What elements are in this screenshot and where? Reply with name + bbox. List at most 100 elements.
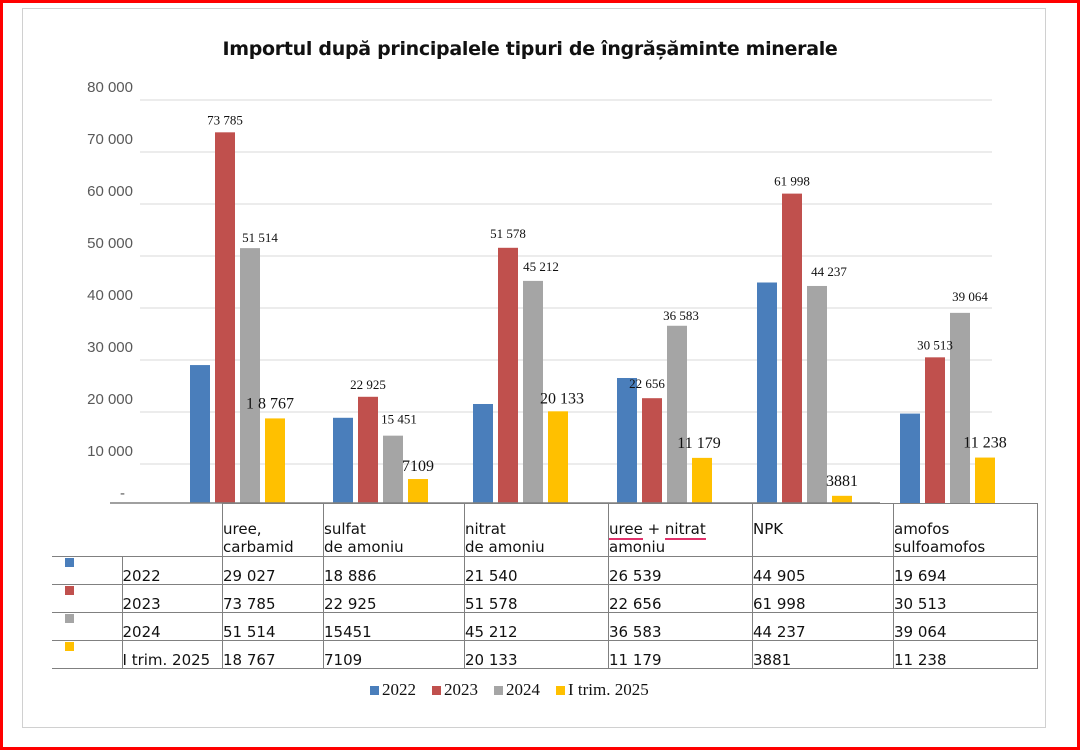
data-table: uree, carbamid sulfat de amoniu nitrat de amo… bbox=[52, 503, 1038, 669]
data-label: 30 513 bbox=[917, 337, 953, 352]
data-labels: 73 785 22 925 51 578 22 656 61 998 30 513 51 5… bbox=[207, 112, 1007, 490]
legend-swatch bbox=[432, 685, 441, 695]
bar-itrim2025-3 bbox=[692, 457, 712, 503]
category-label-line1: sulfat bbox=[324, 520, 366, 538]
category-label-line2: carbamid bbox=[223, 538, 294, 556]
table-cell: 18 767 bbox=[222, 640, 324, 669]
category-label-line2: sulfoamofos bbox=[894, 538, 986, 556]
table-header-cell: uree, carbamid bbox=[222, 503, 324, 557]
data-label: 22 656 bbox=[629, 376, 665, 391]
category-label-line2: de amoniu bbox=[324, 538, 404, 556]
table-cell: 61 998 bbox=[752, 584, 894, 613]
data-label: 3881 bbox=[826, 473, 858, 490]
table-cell: 30 513 bbox=[893, 584, 1038, 613]
table-cell: 19 694 bbox=[893, 556, 1038, 585]
table-cell: 22 925 bbox=[323, 584, 465, 613]
table-row: 2023 73 785 22 925 51 578 22 656 61 998 30 513 bbox=[52, 584, 1038, 613]
table-cell: 20 133 bbox=[464, 640, 609, 669]
bar-2022-4 bbox=[757, 282, 777, 503]
data-label: 20 133 bbox=[540, 390, 584, 407]
data-label: 39 064 bbox=[952, 289, 988, 304]
table-header-cell: sulfat de amoniu bbox=[323, 503, 465, 557]
table-cell: 29 027 bbox=[222, 556, 324, 585]
y-tick-label: 10 000 bbox=[87, 443, 133, 460]
y-tick-label: 60 000 bbox=[87, 183, 133, 200]
y-tick-label: 70 000 bbox=[87, 131, 133, 148]
table-cell: 39 064 bbox=[893, 612, 1038, 641]
category-label-line2: amoniu bbox=[609, 538, 666, 556]
series-name-cell: 2022 bbox=[121, 556, 223, 585]
table-cell: 11 179 bbox=[608, 640, 753, 669]
legend-label: 2023 bbox=[444, 680, 478, 699]
bars bbox=[190, 132, 995, 503]
table-cell: 21 540 bbox=[464, 556, 609, 585]
bar-itrim2025-4 bbox=[832, 495, 852, 503]
legend-label: I trim. 2025 bbox=[568, 680, 649, 699]
y-tick-label: 50 000 bbox=[87, 235, 133, 252]
y-tick-label: 40 000 bbox=[87, 287, 133, 304]
table-cell: 51 578 bbox=[464, 584, 609, 613]
table-cell: 73 785 bbox=[222, 584, 324, 613]
legend-item: 2023 bbox=[432, 680, 478, 700]
table-header-cell: NPK bbox=[752, 503, 894, 557]
y-tick-label: 20 000 bbox=[87, 391, 133, 408]
bar-2022-3 bbox=[617, 377, 637, 503]
bar-2023-3 bbox=[642, 398, 662, 503]
data-label: 44 237 bbox=[811, 264, 847, 279]
bar-itrim2025-0 bbox=[265, 418, 285, 503]
axis-marker: - bbox=[120, 485, 125, 502]
table-cell: 44 237 bbox=[752, 612, 894, 641]
table-header-row: uree, carbamid sulfat de amoniu nitrat de amo… bbox=[52, 503, 1038, 557]
y-tick-label: 30 000 bbox=[87, 339, 133, 356]
bar-2024-0 bbox=[240, 248, 260, 503]
legend-key-swatch bbox=[65, 558, 74, 567]
bar-itrim2025-1 bbox=[408, 479, 428, 503]
legend: 2022 2023 2024 I trim. 2025 bbox=[370, 680, 649, 700]
data-label: 61 998 bbox=[774, 174, 810, 189]
table-cell: 11 238 bbox=[893, 640, 1038, 669]
series-name-cell: I trim. 2025 bbox=[121, 640, 223, 669]
bar-2022-2 bbox=[473, 403, 493, 503]
legend-item: 2022 bbox=[370, 680, 416, 700]
data-label: 22 925 bbox=[350, 377, 386, 392]
legend-label: 2024 bbox=[506, 680, 540, 699]
table-cell: 22 656 bbox=[608, 584, 753, 613]
bar-2023-4 bbox=[782, 193, 802, 503]
series-name-cell: 2024 bbox=[121, 612, 223, 641]
category-label-line1: nitrat bbox=[465, 520, 506, 538]
data-label: 51 514 bbox=[242, 230, 278, 245]
legend-label: 2022 bbox=[382, 680, 416, 699]
table-cell: 51 514 bbox=[222, 612, 324, 641]
table-cell: 44 905 bbox=[752, 556, 894, 585]
table-cell: 26 539 bbox=[608, 556, 753, 585]
table-cell: 45 212 bbox=[464, 612, 609, 641]
category-label-line1: uree, bbox=[223, 520, 262, 538]
legend-key-swatch bbox=[65, 586, 74, 595]
table-cell: 15451 bbox=[323, 612, 465, 641]
category-label-line1: uree + nitrat bbox=[609, 520, 706, 540]
bar-2024-4 bbox=[807, 285, 827, 503]
bar-2023-0 bbox=[215, 132, 235, 503]
chart-title: Importul după principalele tipuri de îng… bbox=[222, 38, 838, 60]
bar-2023-2 bbox=[498, 247, 518, 503]
y-tick-label: 80 000 bbox=[87, 79, 133, 96]
legend-swatch bbox=[494, 685, 503, 695]
category-label-line1: amofos bbox=[894, 520, 950, 538]
legend-swatch bbox=[556, 685, 565, 695]
legend-swatch bbox=[370, 685, 379, 695]
data-label: 11 179 bbox=[677, 435, 720, 452]
bar-itrim2025-5 bbox=[975, 457, 995, 503]
bar-2024-2 bbox=[523, 280, 543, 503]
data-label: 1 8 767 bbox=[246, 395, 294, 412]
bar-2023-5 bbox=[925, 357, 945, 503]
table-cell: 7109 bbox=[323, 640, 465, 669]
legend-item: I trim. 2025 bbox=[556, 680, 649, 700]
table-header-cell: amofos sulfoamofos bbox=[893, 503, 1038, 557]
bar-itrim2025-2 bbox=[548, 411, 568, 503]
data-label: 51 578 bbox=[490, 226, 526, 241]
bar-2022-0 bbox=[190, 365, 210, 503]
gridlines bbox=[140, 99, 992, 465]
data-label: 7109 bbox=[402, 458, 434, 475]
